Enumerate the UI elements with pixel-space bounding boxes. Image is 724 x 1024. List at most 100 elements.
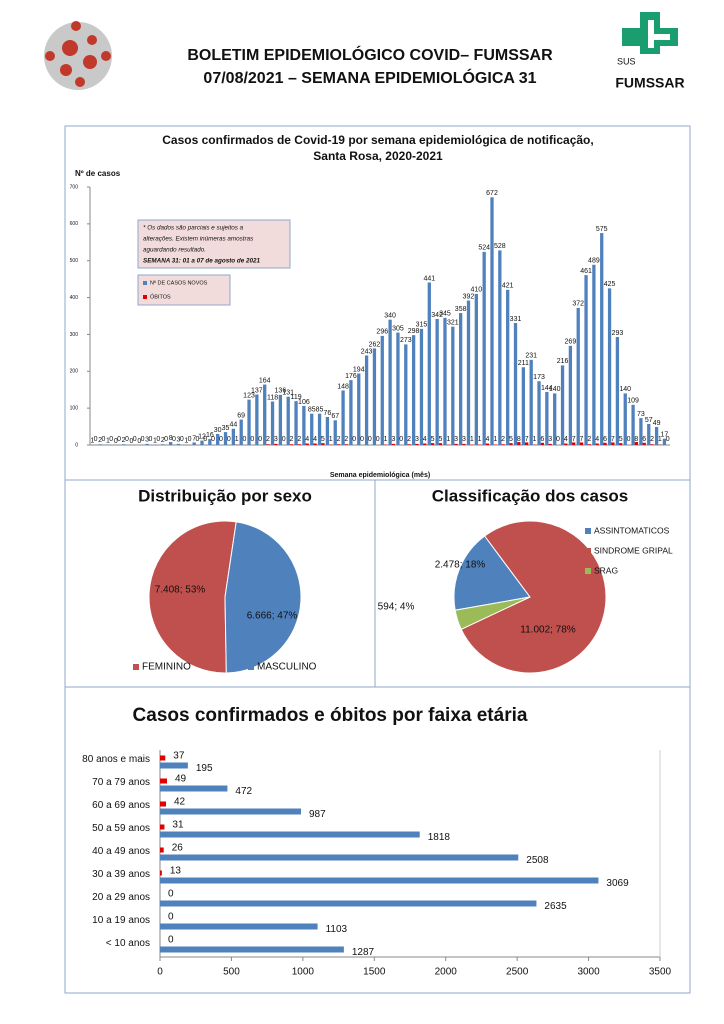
bar (310, 413, 314, 445)
legend-swatch (133, 664, 139, 670)
data-label: 140 (619, 386, 631, 393)
data-label: 6 (540, 436, 544, 443)
bar (462, 443, 466, 445)
bar (607, 288, 612, 445)
pie-slice (224, 521, 302, 674)
data-label: 2 (161, 437, 165, 444)
bar (278, 394, 283, 445)
data-label: 0 (114, 438, 118, 445)
bar (160, 923, 318, 930)
data-label: 173 (533, 374, 545, 381)
bar (344, 444, 349, 445)
bar (474, 293, 478, 445)
bar (294, 401, 298, 445)
y-tick-label: 70 a 79 anos (92, 777, 150, 788)
y-tick-label: 700 (70, 184, 79, 190)
data-label: 6 (642, 436, 646, 443)
data-label: 35 (222, 425, 230, 432)
data-label: 269 (565, 339, 577, 346)
data-label: 0 (227, 436, 231, 443)
bar (160, 877, 599, 884)
data-label: 472 (235, 786, 252, 797)
data-label: 1 (90, 437, 94, 444)
bar (537, 381, 541, 445)
data-label: 42 (174, 797, 186, 808)
data-label: 0 (109, 436, 113, 443)
note-box (137, 219, 291, 269)
bar (192, 442, 196, 445)
data-label: 372 (572, 301, 584, 308)
data-label: 0 (399, 436, 403, 443)
logo-name: FUMSSAR (615, 75, 684, 91)
legend-swatch (143, 295, 147, 299)
data-label: 2 (337, 436, 341, 443)
data-label: 0 (164, 436, 168, 443)
data-label: 0 (125, 436, 129, 443)
data-label: 0 (188, 436, 192, 443)
y-tick-label: 600 (70, 221, 79, 227)
data-label: 342 (431, 312, 443, 319)
bar (545, 391, 549, 445)
bar (592, 264, 596, 445)
x-tick-label: 3500 (649, 967, 672, 978)
data-label: 85 (308, 407, 316, 414)
data-label: 461 (580, 268, 592, 275)
data-label: 1 (470, 436, 474, 443)
data-label: 2 (501, 436, 505, 443)
bar (619, 443, 623, 445)
y-tick-label: < 10 anos (106, 938, 150, 949)
x-tick-label: 1500 (363, 967, 386, 978)
data-label: 4 (305, 436, 309, 443)
bar (160, 801, 166, 807)
bar (654, 426, 659, 445)
data-label: 12 (198, 433, 206, 440)
y-tick-label: 20 a 29 anos (92, 892, 150, 903)
x-tick-label: 1000 (292, 967, 315, 978)
data-label: 136 (275, 388, 287, 395)
data-label: 441 (423, 275, 435, 282)
data-label: 3 (454, 436, 458, 443)
bar (548, 443, 552, 445)
bar (642, 442, 646, 445)
data-label: 3 (145, 437, 149, 444)
data-label: 4 (486, 436, 490, 443)
bar (313, 443, 317, 445)
data-label: 0 (156, 436, 160, 443)
data-label: 0 (368, 436, 372, 443)
data-label: 123 (243, 393, 255, 400)
data-label: 0 (141, 436, 145, 443)
bar (388, 319, 392, 445)
bar (498, 250, 502, 445)
data-label: 194 (353, 366, 365, 373)
bar (336, 444, 341, 445)
y-tick-label: 40 a 49 anos (92, 846, 150, 857)
data-label: 0 (258, 436, 262, 443)
data-label: 5 (321, 436, 325, 443)
bar (341, 390, 345, 445)
data-label: 109 (627, 398, 639, 405)
y-tick-label: 80 anos e mais (82, 754, 150, 765)
data-label: 7 (525, 436, 529, 443)
data-label: 1 (106, 437, 110, 444)
data-label: 118 (267, 394, 278, 401)
y-axis-title: Nº de casos (75, 169, 121, 178)
data-label: 0 (196, 436, 200, 443)
data-label: 0 (168, 912, 174, 923)
data-label: 298 (408, 328, 420, 335)
data-label: 11.002; 78% (520, 625, 576, 636)
pie-slice (460, 520, 607, 674)
bar (587, 444, 591, 445)
x-tick-label: 0 (157, 967, 163, 978)
data-label: 1 (533, 436, 537, 443)
data-label: 140 (549, 386, 561, 393)
data-label: 30 (214, 427, 222, 434)
legend-label: ASSINTOMATICOS (594, 525, 670, 535)
data-label: 305 (392, 325, 404, 332)
data-label: 148 (337, 383, 349, 390)
bar (443, 317, 447, 445)
chart-title: Distribuição por sexo (138, 486, 312, 505)
pie-slice (148, 520, 237, 674)
data-label: 1 (184, 437, 188, 444)
data-label: 2 (297, 436, 301, 443)
data-label: 3 (274, 436, 278, 443)
